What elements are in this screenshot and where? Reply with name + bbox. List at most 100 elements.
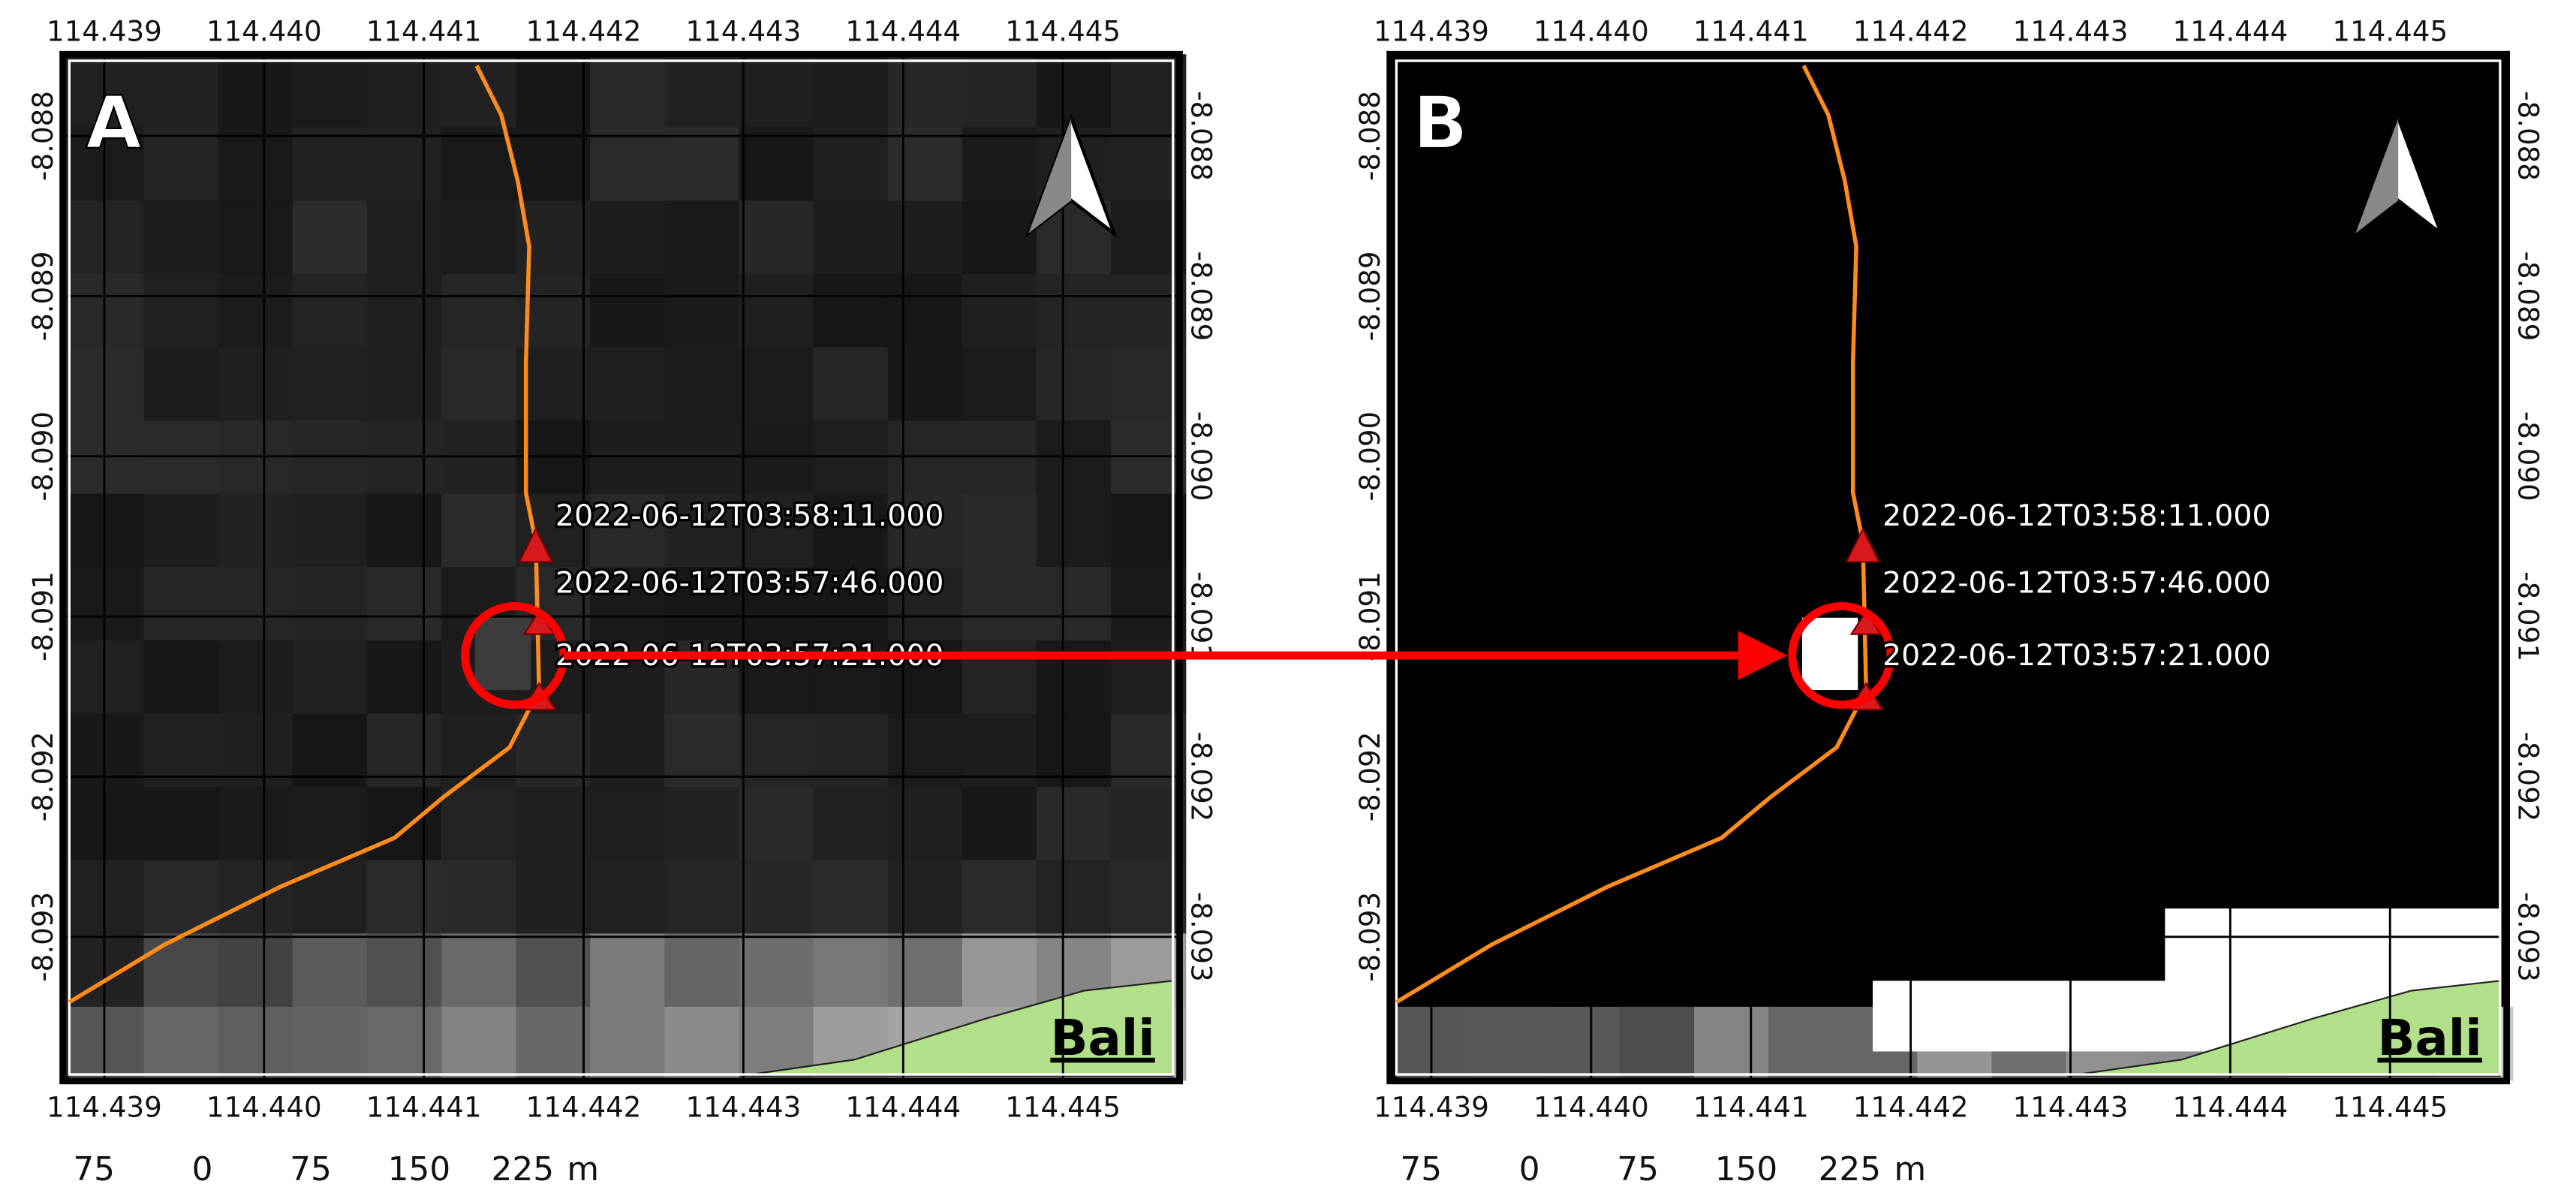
raster-cell	[664, 1007, 739, 1081]
scale-label: 150	[388, 1150, 451, 1188]
raster-cell	[739, 860, 814, 935]
raster-cell	[367, 567, 442, 641]
timestamp-label: 2022-06-12T03:58:11.000	[1882, 499, 2271, 533]
raster-cell	[143, 494, 218, 568]
timestamp-label: 2022-06-12T03:57:46.000	[1882, 565, 2271, 600]
raster-cell	[69, 1007, 144, 1081]
timestamp-label: 2022-06-12T03:57:46.000	[555, 565, 943, 600]
raster-cell	[1111, 54, 1186, 128]
raster-cell	[69, 274, 144, 348]
raster-cell	[1037, 567, 1112, 641]
raster-cell	[441, 200, 516, 275]
raster-cell	[814, 348, 889, 422]
raster-cell	[739, 274, 814, 348]
x-tick-label: 114.443	[686, 1091, 802, 1124]
x-tick-label: 114.440	[1533, 1091, 1649, 1124]
x-tick-label: 114.445	[1005, 1091, 1121, 1124]
raster-cell	[590, 933, 665, 1008]
y-tick-label: -8.089	[26, 251, 59, 341]
raster-cell	[367, 54, 442, 128]
x-tick-label: 114.442	[526, 14, 642, 47]
scale-label: 75	[73, 1150, 115, 1188]
x-tick-label: 114.439	[1374, 14, 1489, 47]
raster-cell	[814, 933, 889, 1008]
x-tick-label: 114.443	[2013, 14, 2129, 47]
raster-cell	[69, 640, 144, 715]
scale-label: 225	[492, 1150, 555, 1188]
x-tick-label: 114.441	[1693, 14, 1809, 47]
raster-cell	[367, 787, 442, 861]
raster-cell	[218, 420, 293, 495]
raster-cell	[367, 128, 442, 202]
scale-label: 0	[192, 1150, 213, 1188]
raster-cell	[143, 933, 218, 1008]
raster-cell	[516, 787, 591, 861]
x-tick-label: 114.445	[2332, 1091, 2448, 1124]
raster-cell	[1037, 420, 1112, 495]
raster-cell	[664, 860, 739, 935]
x-tick-label: 114.445	[2332, 14, 2448, 47]
raster-cell	[293, 1007, 368, 1081]
y-tick-label: -8.093	[1184, 892, 1217, 982]
y-tick-label: -8.090	[1184, 411, 1217, 502]
raster-cell	[664, 54, 739, 128]
place-label: Bali	[2378, 1010, 2482, 1067]
raster-cell	[1037, 348, 1112, 422]
raster-cell	[888, 274, 963, 348]
raster-cell	[1037, 494, 1112, 568]
raster-cell	[293, 348, 368, 422]
y-tick-label: -8.093	[2511, 892, 2544, 982]
raster-cell	[739, 200, 814, 275]
raster-cell	[590, 54, 665, 128]
x-tick-label: 114.442	[526, 1091, 642, 1124]
raster-cell	[962, 933, 1037, 1008]
x-tick-label: 114.443	[686, 14, 802, 47]
panel-b: 114.439114.439114.440114.440114.441114.4…	[1353, 14, 2544, 1188]
raster-cell	[739, 348, 814, 422]
raster-cell	[516, 128, 591, 202]
raster-cell	[367, 200, 442, 275]
raster-cell	[1111, 494, 1186, 568]
x-tick-label: 114.440	[206, 14, 322, 47]
raster-cell	[143, 54, 218, 128]
raster-cell	[441, 1007, 516, 1081]
y-tick-label: -8.091	[2511, 571, 2544, 661]
raster-cell	[143, 640, 218, 715]
raster-cell	[293, 420, 368, 495]
scale-label: 0	[1519, 1150, 1540, 1188]
raster-cell	[1471, 1007, 1546, 1081]
y-tick-label: -8.088	[26, 91, 59, 181]
panel-label: A	[86, 81, 142, 165]
raster-cell	[590, 1007, 665, 1081]
raster-cell	[888, 860, 963, 935]
raster-cell	[218, 274, 293, 348]
scale-label: 150	[1715, 1150, 1778, 1188]
raster-cell	[218, 128, 293, 202]
raster-cell	[888, 54, 963, 128]
raster-cell	[962, 860, 1037, 935]
panel-a: 114.439114.439114.440114.440114.441114.4…	[26, 14, 1217, 1188]
y-tick-label: -8.091	[26, 571, 59, 661]
raster-cell	[739, 420, 814, 495]
raster-cell	[814, 787, 889, 861]
raster-cell	[888, 787, 963, 861]
raster-cell	[739, 787, 814, 861]
raster-cell	[1111, 787, 1186, 861]
raster-cell	[664, 420, 739, 495]
raster-cell	[69, 787, 144, 861]
y-tick-label: -8.092	[1184, 732, 1217, 822]
raster-cell	[293, 933, 368, 1008]
raster-cell	[664, 128, 739, 202]
raster-cell	[590, 348, 665, 422]
raster-cell	[441, 494, 516, 568]
raster-cell	[590, 200, 665, 275]
y-tick-label: -8.090	[1353, 411, 1386, 502]
raster-cell	[441, 274, 516, 348]
raster-cell	[814, 54, 889, 128]
y-tick-label: -8.093	[1353, 892, 1386, 982]
raster-cell	[475, 618, 531, 690]
x-tick-label: 114.443	[2013, 1091, 2129, 1124]
raster-cell	[664, 348, 739, 422]
x-tick-label: 114.444	[2172, 14, 2288, 47]
x-tick-label: 114.442	[1853, 1091, 1969, 1124]
